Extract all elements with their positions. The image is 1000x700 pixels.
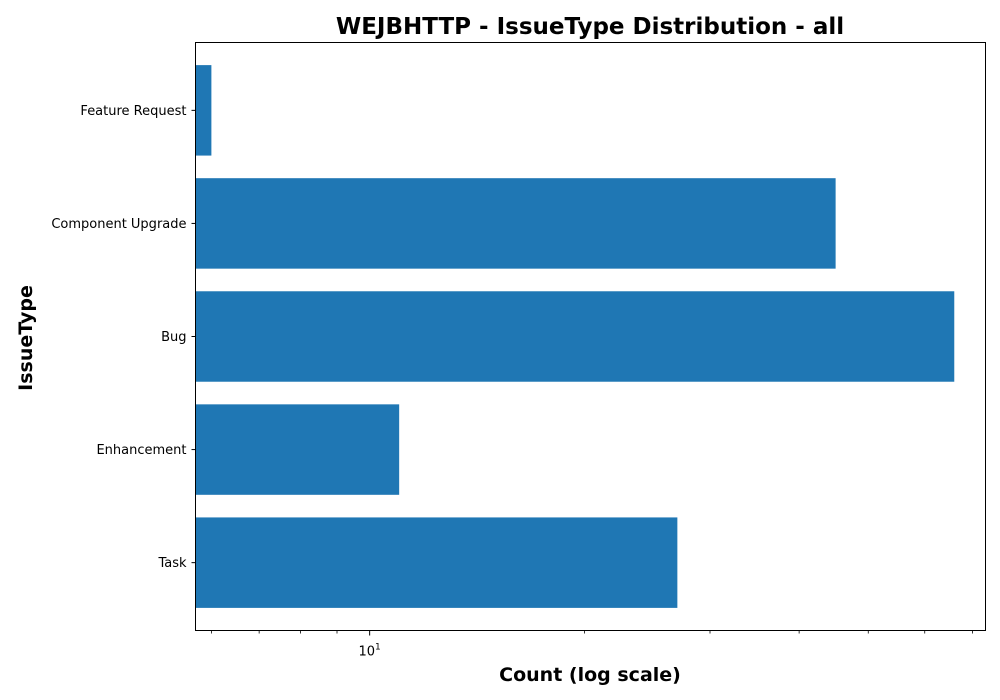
y-axis-label: IssueType: [15, 285, 37, 391]
y-axis-ticks: Feature Request Component Upgrade Bug Enhan…: [51, 104, 196, 571]
chart-title: WEJBHTTP - IssueType Distribution - all: [336, 14, 844, 40]
y-tick-label: Component Upgrade: [51, 217, 186, 232]
bar-bug: [195, 291, 955, 382]
plot-area-frame: [195, 42, 986, 631]
x-tick-label: 101: [359, 643, 381, 660]
y-tick-label: Task: [157, 556, 187, 571]
x-axis-ticks: 101: [210, 630, 973, 660]
bar-component-upgrade: [195, 178, 836, 269]
y-tick-label: Bug: [161, 330, 186, 345]
y-tick-label: Enhancement: [96, 443, 186, 458]
x-axis-label: Count (log scale): [499, 664, 681, 686]
y-tick-label: Feature Request: [80, 104, 186, 119]
bars-group: [195, 65, 955, 608]
bar-task: [195, 517, 678, 608]
bar-feature-request: [195, 65, 212, 156]
bar-enhancement: [195, 404, 400, 495]
